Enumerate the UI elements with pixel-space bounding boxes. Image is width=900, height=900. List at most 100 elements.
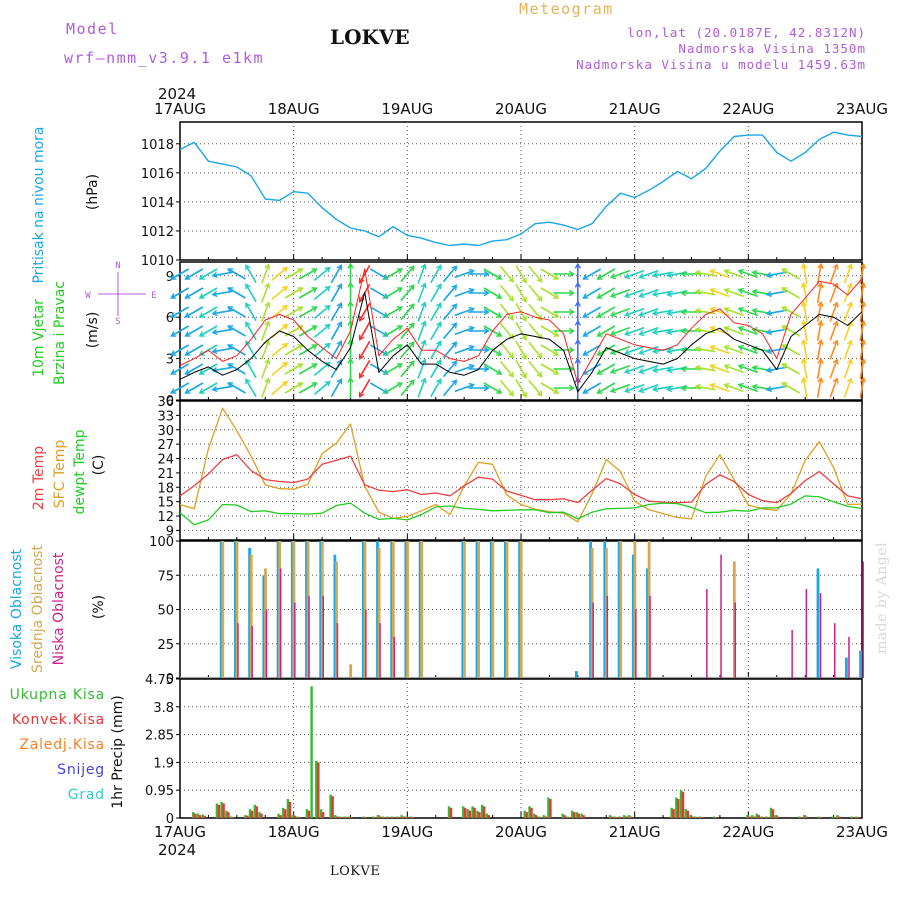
precip-bar — [284, 809, 287, 818]
wind-arrow-head — [521, 334, 527, 341]
wind-arrow-head — [311, 287, 318, 293]
wind-arrow — [298, 287, 317, 299]
wind-arrow — [540, 325, 559, 337]
wind-arrow — [298, 382, 317, 394]
wind-arrow-head — [282, 304, 289, 311]
precip-bar — [525, 812, 528, 818]
wind-arrow — [298, 363, 317, 375]
precip-bar — [253, 804, 256, 818]
wind-arrow-head — [751, 383, 758, 391]
precip-bar — [767, 817, 770, 818]
wind-arrow-head — [582, 274, 589, 280]
wind-arrow — [185, 344, 204, 356]
wind-arrow-head — [694, 269, 701, 277]
time-tick-label-top: 18AUG — [268, 100, 320, 118]
wind-arrow-head — [638, 387, 645, 394]
wind-arrow-head — [184, 369, 191, 375]
precip-bar — [547, 797, 550, 818]
precip-bar — [248, 809, 252, 818]
compass-south-label: S — [115, 317, 120, 327]
compass-east-label: E — [151, 291, 156, 301]
precip-bar — [362, 816, 365, 818]
cloud-bar — [349, 664, 353, 678]
wind-arrow — [816, 302, 822, 322]
precip-bar — [769, 807, 773, 818]
wind-arrow — [212, 309, 233, 315]
wind-arrow-head — [382, 350, 389, 356]
wind-arrow-head — [396, 325, 403, 331]
wind-arrow-head — [574, 319, 581, 326]
wind-arrow — [724, 307, 744, 317]
precip-legend-hail: Grad — [68, 787, 105, 803]
cloud-axis-title-1: Visoka Oblacnost — [9, 548, 25, 669]
wind-arrow — [271, 266, 288, 282]
wind-arrow — [582, 325, 602, 337]
wind-arrow — [653, 290, 674, 296]
wind-arrow-head — [227, 268, 234, 274]
wind-arrow — [724, 288, 744, 298]
wind-units: (m/s) — [85, 312, 101, 349]
wind-arrow-head — [227, 344, 234, 350]
wind-arrow — [802, 302, 808, 322]
wind-arrow-head — [536, 390, 543, 397]
precip-bar — [691, 816, 694, 818]
time-tick-label-bottom: 19AUG — [381, 823, 433, 841]
wind-arrow-head — [680, 365, 687, 373]
precip-side-label: Ukupna Kisa Konvek.Kisa Zaledj.Kisa Snij… — [10, 687, 126, 809]
wind-arrow — [528, 284, 543, 302]
cloud-bar — [320, 541, 324, 678]
wind-arrow-head — [846, 377, 853, 384]
y-tick-label: 12 — [157, 510, 174, 525]
wind-arrow-head — [336, 264, 343, 271]
wind-arrow-head — [765, 385, 772, 393]
wind-arrow — [610, 364, 631, 374]
wind-arrow — [369, 382, 389, 394]
precip-bar — [345, 817, 348, 818]
precip-bar — [400, 815, 403, 818]
wind-arrow-head — [382, 274, 389, 280]
wind-arrow — [528, 360, 543, 378]
wind-arrow-head — [781, 306, 788, 312]
wind-arrow-head — [311, 325, 318, 331]
wind-arrow — [724, 383, 744, 393]
precip-bar — [255, 806, 258, 818]
precip-legend-total: Ukupna Kisa — [10, 687, 105, 703]
wind-arrow — [610, 383, 631, 393]
wind-arrow-head — [666, 385, 673, 393]
wind-arrow — [829, 340, 838, 360]
wind-arrow-head — [282, 342, 289, 349]
precip-bar — [317, 762, 320, 818]
wind-arrow-head — [245, 321, 251, 328]
wind-arrow — [227, 325, 246, 337]
cloud-bar — [617, 541, 621, 678]
wind-arrow-head — [596, 350, 603, 356]
wind-arrow-head — [781, 382, 788, 388]
temp-axis-title-1: 2m Temp — [31, 446, 47, 510]
wind-arrow — [384, 325, 403, 337]
wind-arrow-head — [396, 363, 403, 369]
wind-arrow-head — [420, 282, 427, 289]
precip-bar — [836, 815, 839, 818]
precip-bar — [800, 817, 803, 818]
wind-arrow-head — [536, 295, 543, 302]
wind-arrow-head — [680, 289, 687, 297]
panel-frame — [179, 400, 863, 541]
wind-arrow-head — [574, 338, 581, 345]
wind-arrow — [483, 382, 502, 394]
wind-arrow — [417, 321, 426, 341]
precip-bar — [372, 816, 375, 818]
wind-arrow — [597, 268, 616, 280]
precip-bar — [523, 810, 526, 818]
wind-arrow — [185, 363, 204, 375]
wind-arrow — [843, 359, 852, 379]
wind-arrow-head — [596, 331, 603, 337]
wind-arrow-head — [396, 268, 403, 274]
precip-bar — [838, 816, 841, 818]
temp-axis-title-3: dewpt Temp — [72, 429, 88, 514]
wind-arrow — [170, 363, 190, 375]
time-tick-label-top: 19AUG — [381, 100, 433, 118]
wind-arrow-head — [451, 360, 458, 367]
wind-arrow-head — [751, 269, 758, 277]
wind-arrow — [271, 285, 288, 301]
wind-arrow-head — [737, 268, 744, 275]
